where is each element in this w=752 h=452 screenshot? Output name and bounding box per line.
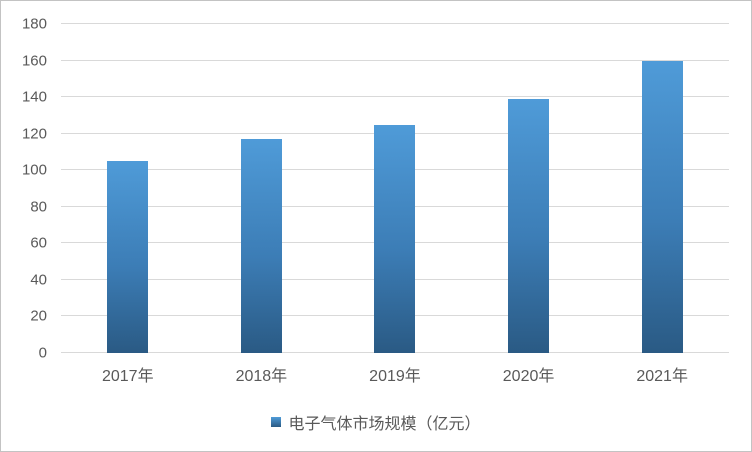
x-tick-label: 2017年 — [101, 368, 154, 385]
gridline — [61, 96, 729, 98]
bar-2021年 — [641, 60, 683, 353]
x-tick-label: 2021年 — [636, 368, 688, 385]
bars — [61, 24, 729, 353]
plot-area — [61, 23, 729, 353]
y-tick-label: 100 — [21, 161, 47, 179]
legend-label: 电子气体市场规模（亿元） — [288, 416, 481, 433]
y-tick-label: 0 — [38, 344, 47, 362]
bar-2017年 — [107, 161, 149, 353]
y-tick-label: 80 — [30, 198, 47, 216]
bar-2019年 — [374, 124, 416, 353]
bar-slot — [61, 24, 195, 353]
bar-slot — [462, 24, 596, 353]
x-axis-labels: 2017年 2018年 2019年 2020年 2021年 — [61, 362, 729, 386]
bar-slot — [195, 24, 329, 353]
bar-2018年 — [240, 139, 282, 353]
y-axis-labels: 0 20 40 60 80 100 120 140 160 180 — [1, 17, 47, 361]
x-tick-label: 2020年 — [502, 368, 555, 385]
legend: 电子气体市场规模（亿元） — [1, 410, 751, 434]
x-tick-label: 2018年 — [235, 368, 288, 385]
legend-marker — [271, 417, 282, 427]
y-tick-label: 60 — [30, 234, 47, 252]
gridline — [61, 59, 729, 61]
y-tick-label: 180 — [21, 15, 47, 33]
y-tick-label: 140 — [21, 88, 47, 106]
bar-slot — [595, 24, 729, 353]
gridline — [61, 23, 729, 24]
y-tick-label: 20 — [30, 307, 47, 325]
y-tick-label: 40 — [30, 271, 47, 289]
x-tick-label: 2019年 — [369, 368, 421, 385]
bar-2020年 — [508, 98, 550, 353]
y-tick-label: 120 — [21, 125, 47, 143]
y-tick-label: 160 — [21, 52, 47, 70]
bar-slot — [328, 24, 462, 353]
